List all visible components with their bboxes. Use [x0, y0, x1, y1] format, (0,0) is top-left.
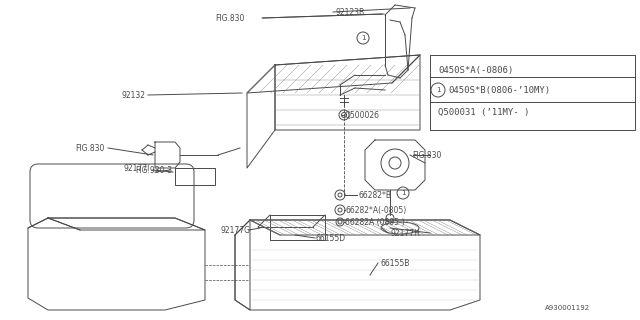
- Text: 1: 1: [361, 35, 365, 41]
- Text: 0450S*A(-0806): 0450S*A(-0806): [438, 66, 513, 75]
- Text: Q500026: Q500026: [345, 110, 380, 119]
- Text: FIG.830: FIG.830: [412, 150, 442, 159]
- Text: 92177G: 92177G: [220, 226, 250, 235]
- Text: 66282*A(-0805): 66282*A(-0805): [345, 205, 406, 214]
- Text: A930001192: A930001192: [545, 305, 590, 311]
- FancyBboxPatch shape: [30, 164, 194, 228]
- Text: FIG.830: FIG.830: [215, 13, 244, 22]
- Text: 1: 1: [401, 190, 405, 196]
- Text: 92177I: 92177I: [124, 164, 150, 172]
- Text: 92177H: 92177H: [390, 228, 420, 237]
- Text: 66155D: 66155D: [315, 234, 345, 243]
- Text: Q500031 (’11MY- ): Q500031 (’11MY- ): [438, 108, 529, 116]
- Text: FIG.830: FIG.830: [76, 143, 105, 153]
- Text: 66282A (0805-): 66282A (0805-): [345, 218, 404, 227]
- Text: 0450S*B(0806-’10MY): 0450S*B(0806-’10MY): [448, 85, 550, 94]
- Text: FIG.930-3: FIG.930-3: [135, 165, 172, 174]
- Text: 92132: 92132: [121, 91, 145, 100]
- Text: 1: 1: [436, 87, 440, 93]
- Text: 92123B: 92123B: [335, 7, 364, 17]
- Text: 66155B: 66155B: [380, 259, 410, 268]
- Text: 66282*B: 66282*B: [358, 190, 391, 199]
